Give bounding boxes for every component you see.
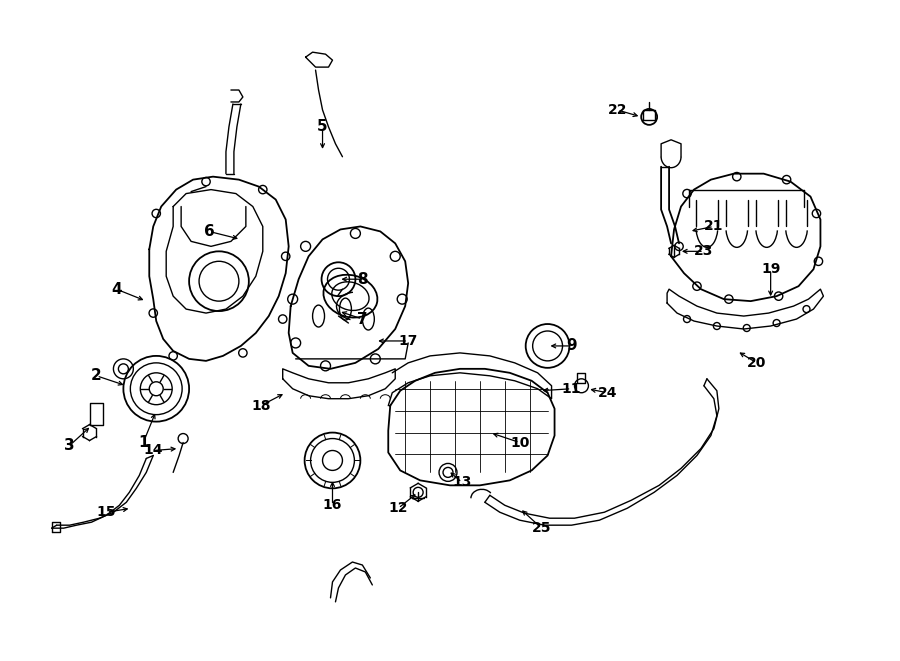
Text: 13: 13	[453, 475, 472, 489]
Text: 22: 22	[608, 103, 627, 117]
Text: 18: 18	[251, 399, 271, 412]
Text: 11: 11	[562, 382, 581, 396]
Text: 24: 24	[598, 386, 617, 400]
Text: 25: 25	[532, 521, 552, 535]
Text: 10: 10	[510, 436, 529, 449]
Text: 7: 7	[357, 311, 368, 327]
Text: 3: 3	[64, 438, 75, 453]
Text: 6: 6	[203, 224, 214, 239]
Text: 5: 5	[317, 120, 328, 134]
Text: 23: 23	[694, 245, 714, 258]
Text: 19: 19	[761, 262, 780, 276]
Text: 1: 1	[138, 435, 148, 450]
Text: 2: 2	[91, 368, 102, 383]
Text: 17: 17	[399, 334, 418, 348]
Text: 20: 20	[747, 356, 767, 370]
Text: 12: 12	[389, 501, 408, 516]
Text: 16: 16	[323, 498, 342, 512]
Text: 14: 14	[143, 444, 163, 457]
Text: 8: 8	[357, 272, 368, 287]
Text: 21: 21	[704, 219, 724, 233]
Text: 9: 9	[566, 338, 577, 354]
Text: 15: 15	[96, 505, 116, 520]
Text: 4: 4	[111, 282, 122, 297]
